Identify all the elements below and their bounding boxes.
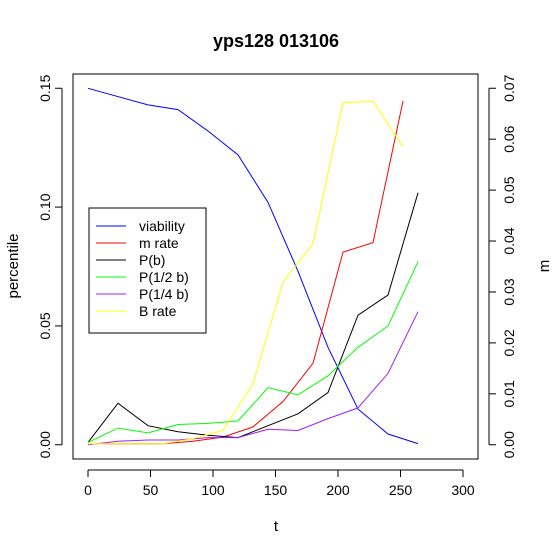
y-axis-left: 0.00 0.05 0.10 0.15 bbox=[37, 74, 63, 458]
y2-tick-label: 0.03 bbox=[501, 278, 517, 305]
series-line-viability bbox=[87, 87, 419, 445]
x-tick-label: 0 bbox=[84, 482, 92, 498]
legend-label-p-b: P(b) bbox=[139, 252, 165, 268]
x-tick-label: 250 bbox=[389, 482, 413, 498]
y2-tick-label: 0.05 bbox=[501, 176, 517, 203]
series-line-p-b bbox=[87, 192, 419, 443]
y-axis-right: 0.00 0.01 0.02 0.03 0.04 0.05 0.06 0.07 bbox=[488, 74, 517, 458]
series-line-p-1-2-b bbox=[87, 261, 419, 443]
series-line-p-1-4-b bbox=[87, 311, 419, 446]
legend-box bbox=[88, 207, 207, 334]
y2-tick-label: 0.06 bbox=[501, 125, 517, 152]
x-tick-label: 100 bbox=[201, 482, 225, 498]
y2-tick-label: 0.01 bbox=[501, 380, 517, 407]
legend-label-p-1-4-b: P(1/4 b) bbox=[139, 286, 189, 302]
x-axis-label: t bbox=[274, 518, 279, 535]
y-tick-label: 0.05 bbox=[37, 312, 53, 339]
plot-frame bbox=[72, 73, 479, 460]
y-axis-label: percentile bbox=[5, 233, 22, 298]
y2-tick-label: 0.00 bbox=[501, 431, 517, 458]
x-tick-label: 300 bbox=[451, 482, 475, 498]
x-tick-label: 50 bbox=[143, 482, 159, 498]
series-line-b-rate bbox=[88, 100, 404, 445]
y2-tick-label: 0.02 bbox=[501, 329, 517, 356]
series-line-m-rate bbox=[103, 100, 404, 445]
y2-tick-label: 0.04 bbox=[501, 227, 517, 254]
x-tick-label: 150 bbox=[264, 482, 288, 498]
y2-tick-label: 0.07 bbox=[501, 74, 517, 101]
y-tick-label: 0.00 bbox=[37, 431, 53, 458]
chart-title: yps128 013106 bbox=[213, 31, 339, 51]
x-axis: 0 50 100 150 200 250 300 bbox=[84, 469, 475, 498]
y2-axis-label: m bbox=[536, 260, 553, 273]
legend-label-p-1-2-b: P(1/2 b) bbox=[139, 269, 189, 285]
legend-label-m-rate: m rate bbox=[139, 235, 179, 251]
series-lines bbox=[87, 87, 419, 446]
x-tick-label: 200 bbox=[326, 482, 350, 498]
legend-label-b-rate: B rate bbox=[139, 303, 177, 319]
legend-label-viability: viability bbox=[139, 218, 185, 234]
y-tick-label: 0.10 bbox=[37, 193, 53, 220]
y-tick-label: 0.15 bbox=[37, 74, 53, 101]
